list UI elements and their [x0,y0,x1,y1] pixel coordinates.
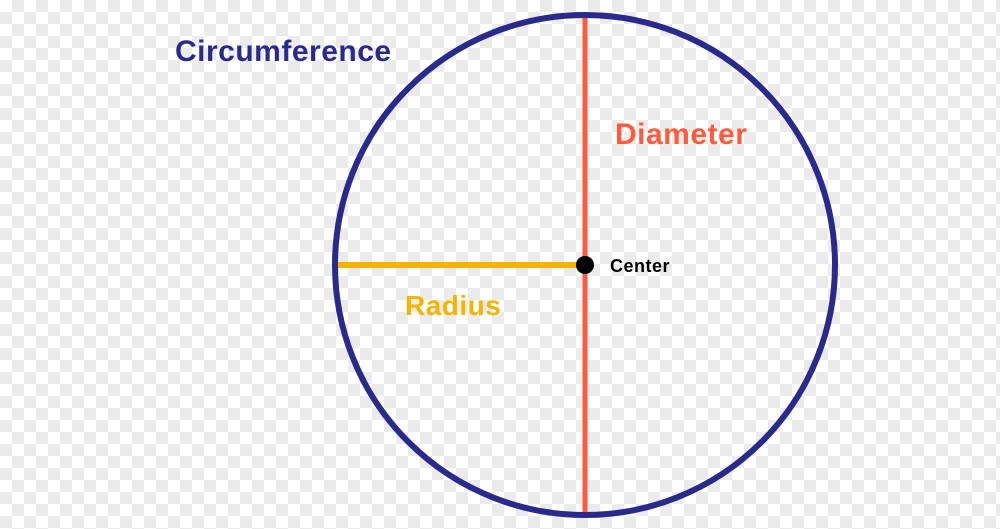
diagram-stage: Circumference Diameter Radius Center [0,0,1000,529]
circle-diagram-svg [0,0,1000,529]
center-dot [576,256,594,274]
